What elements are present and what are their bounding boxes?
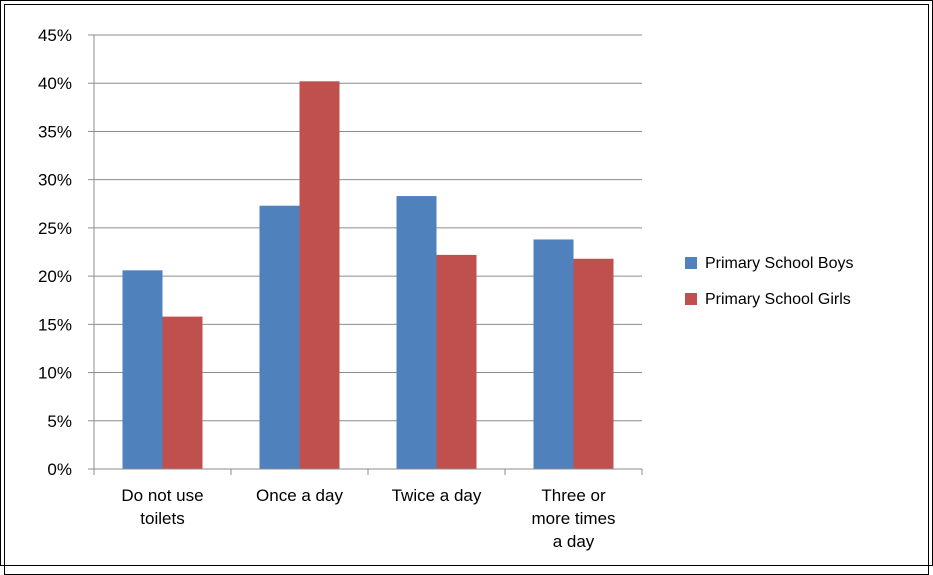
y-tick-label: 20% [38, 267, 72, 286]
legend-label: Primary School Girls [705, 291, 851, 308]
bar [436, 254, 477, 469]
legend: Primary School Boys Primary School Girls [685, 255, 854, 308]
bar [122, 270, 163, 469]
y-tick-label: 25% [38, 219, 72, 238]
y-axis-ticks: 0% 5% 10% 15% 20% 25% 30% 35% 40% 45% [38, 26, 72, 479]
legend-swatch [685, 257, 697, 269]
x-tick-label: Twice a day [392, 486, 482, 505]
bars [122, 81, 614, 469]
x-tick-label: Do not use toilets [121, 486, 203, 528]
legend-swatch [685, 293, 697, 305]
y-tick-label: 5% [47, 412, 72, 431]
bar [396, 196, 437, 469]
x-tick-label: Once a day [256, 486, 343, 505]
bar [533, 239, 574, 469]
y-tick-label: 40% [38, 74, 72, 93]
x-tick-label: Three or more times a day [531, 486, 615, 551]
bar [299, 81, 340, 469]
bar [573, 258, 614, 469]
bar [259, 205, 300, 469]
legend-label: Primary School Boys [705, 255, 854, 272]
y-tick-label: 45% [38, 26, 72, 45]
x-axis-ticks: Do not use toilets Once a day Twice a day Th… [121, 486, 615, 551]
y-tick-label: 15% [38, 315, 72, 334]
y-tick-label: 0% [47, 460, 72, 479]
y-tick-label: 30% [38, 171, 72, 190]
y-tick-label: 35% [38, 122, 72, 141]
bar [162, 316, 203, 469]
y-tick-label: 10% [38, 364, 72, 383]
axes [88, 34, 643, 475]
